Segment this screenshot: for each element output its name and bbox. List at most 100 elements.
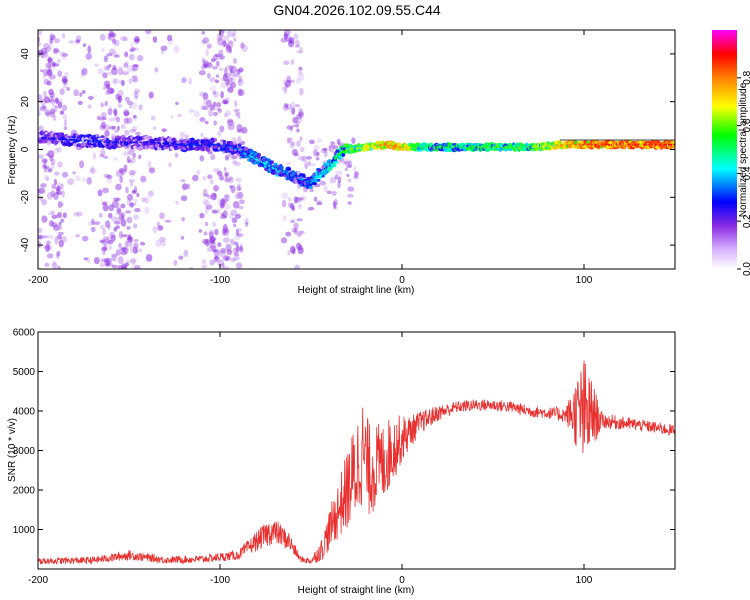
- speckle-point: [53, 47, 59, 52]
- speckle-point: [104, 130, 110, 137]
- speckle-point: [115, 197, 121, 202]
- speckle-point: [293, 196, 298, 204]
- speckle-point: [38, 104, 42, 113]
- speckle-point: [107, 224, 111, 230]
- speckle-point: [110, 234, 116, 242]
- speckle-point: [283, 60, 290, 65]
- speckle-point: [126, 216, 133, 224]
- speckle-point: [225, 43, 230, 50]
- speckle-point: [53, 51, 57, 55]
- speckle-point: [102, 86, 107, 90]
- speckle-point: [296, 113, 303, 120]
- speckle-point: [301, 155, 308, 163]
- colorbar-label: Normalized spectral amplitude: [738, 82, 749, 217]
- speckle-point: [48, 99, 55, 104]
- y-tick-label: -40: [20, 237, 31, 252]
- speckle-point: [46, 57, 54, 63]
- speckle-point: [105, 220, 111, 228]
- speckle-point: [107, 71, 113, 76]
- speckle-point: [126, 193, 134, 201]
- colorbar-ticks: 0.0 0.2 0.4 0.6 0.8: [737, 70, 750, 276]
- speckle-point: [126, 117, 133, 124]
- speckle-point: [40, 47, 48, 55]
- speckle-point: [306, 155, 313, 160]
- speckle-point: [299, 46, 303, 53]
- speckle-point: [126, 226, 131, 230]
- speckle-point: [288, 40, 294, 48]
- speckle-point: [230, 238, 235, 245]
- speckle-point: [94, 257, 100, 265]
- speckle-point: [294, 104, 300, 108]
- ridge-point: [270, 160, 274, 165]
- speckle-point: [213, 249, 221, 257]
- speckle-point: [226, 118, 234, 126]
- speckle-point: [113, 197, 119, 202]
- speckle-point: [106, 87, 114, 95]
- snr-x-label: Height of straight line (km): [298, 585, 415, 596]
- speckle-point: [94, 63, 99, 68]
- speckle-point: [79, 92, 83, 97]
- speckle-point: [297, 117, 303, 123]
- speckle-point: [52, 115, 57, 121]
- speckle-point: [293, 227, 299, 235]
- speckle-point: [294, 264, 300, 269]
- speckle-point: [287, 197, 292, 202]
- speckle-point: [131, 102, 138, 110]
- speckle-point: [210, 85, 217, 92]
- speckle-point: [133, 202, 137, 206]
- speckle-point: [286, 125, 294, 130]
- speckle-point: [99, 239, 106, 244]
- speckle-point: [57, 201, 62, 209]
- speckle-point: [217, 38, 224, 46]
- speckle-point: [61, 75, 68, 84]
- speckle-point: [129, 53, 135, 61]
- speckle-point: [209, 237, 216, 242]
- speckle-point: [92, 152, 97, 160]
- speckle-point: [329, 176, 337, 184]
- speckle-point: [102, 116, 107, 121]
- speckle-point: [175, 101, 179, 105]
- speckle-point: [233, 241, 239, 246]
- speckle-point: [245, 222, 249, 227]
- speckle-point: [239, 127, 245, 134]
- speckle-point: [188, 77, 192, 85]
- speckle-point: [108, 30, 114, 38]
- speckle-point: [229, 212, 234, 220]
- speckle-point: [112, 64, 117, 71]
- speckle-point: [222, 223, 228, 232]
- speckle-point: [48, 99, 53, 103]
- speckle-point: [208, 229, 215, 237]
- speckle-point: [123, 164, 128, 173]
- speckle-point: [227, 179, 235, 184]
- speckle-point: [48, 168, 52, 173]
- speckle-point: [186, 183, 190, 190]
- speckle-point: [220, 91, 224, 99]
- speckle-point: [152, 126, 157, 130]
- speckle-point: [126, 100, 134, 106]
- speckle-point: [61, 78, 68, 84]
- speckle-point: [175, 200, 179, 205]
- speckle-point: [53, 105, 58, 113]
- speckle-point: [56, 58, 61, 64]
- speckle-point: [219, 203, 225, 209]
- speckle-point: [220, 81, 228, 89]
- speckle-point: [99, 154, 105, 158]
- speckle-point: [228, 46, 233, 54]
- speckle-point: [293, 222, 299, 229]
- speckle-point: [219, 174, 224, 181]
- speckle-point: [296, 218, 303, 222]
- speckle-point: [77, 100, 83, 105]
- speckle-point: [299, 146, 305, 153]
- colorbar-tick-label: 0.8: [742, 70, 750, 84]
- speckle-point: [203, 231, 208, 236]
- speckle-point: [64, 71, 69, 76]
- ridge-point: [321, 174, 325, 178]
- speckle-point: [128, 147, 135, 156]
- speckle-point: [230, 71, 236, 75]
- speckle-point: [219, 30, 224, 39]
- speckle-point: [124, 60, 129, 66]
- speckle-point: [219, 53, 224, 60]
- speckle-point: [239, 199, 245, 205]
- speckle-point: [63, 126, 68, 130]
- speckle-point: [236, 123, 243, 132]
